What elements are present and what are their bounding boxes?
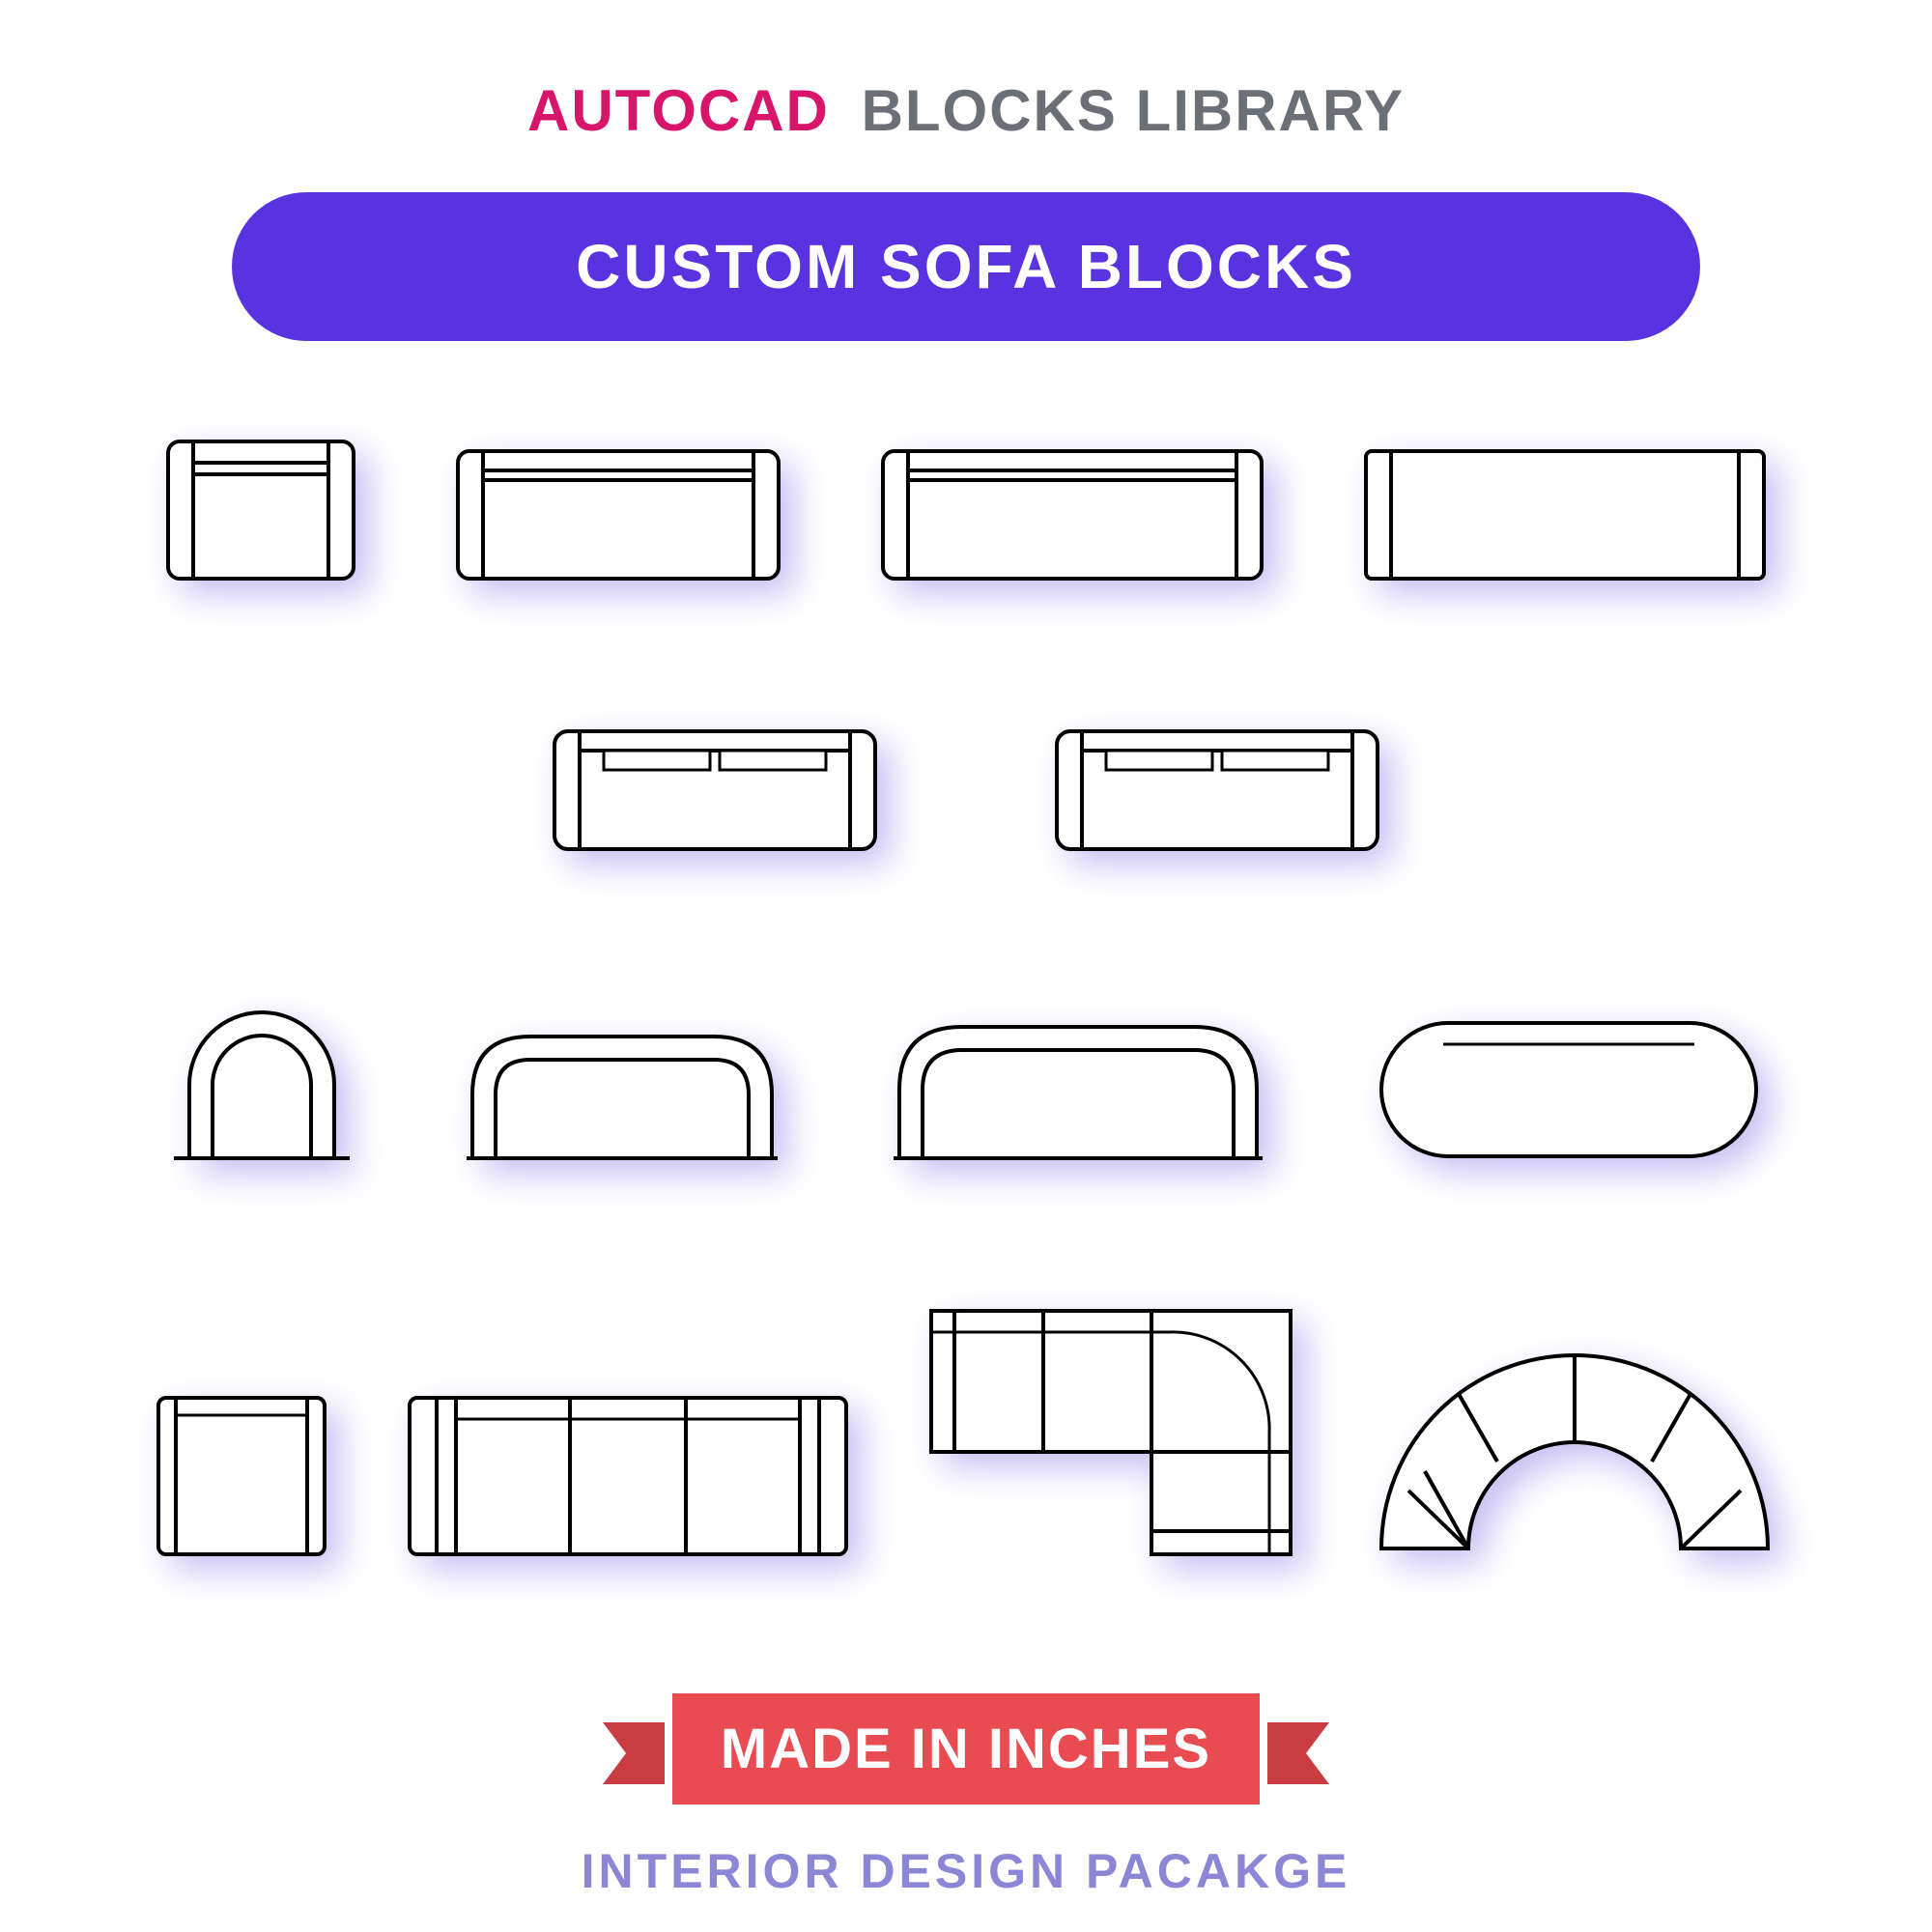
- ribbon-text: MADE IN INCHES: [672, 1693, 1260, 1804]
- sofa-block-cushion-b: [1053, 727, 1381, 853]
- header-accent: AUTOCAD: [527, 78, 830, 143]
- sofa-block-single: [164, 438, 357, 582]
- grid-row-3: [116, 998, 1816, 1162]
- sofa-block-3seat: [879, 447, 1265, 582]
- sofa-block-arch-large: [890, 1017, 1266, 1162]
- ribbon-banner: MADE IN INCHES: [595, 1693, 1337, 1804]
- grid-row-1: [116, 438, 1816, 582]
- sofa-block-loveseat: [454, 447, 782, 582]
- ribbon-left-end: [595, 1711, 672, 1788]
- grid-row-2: [116, 727, 1816, 853]
- category-pill: CUSTOM SOFA BLOCKS: [232, 192, 1700, 341]
- sofa-block-bench: [1362, 447, 1768, 582]
- footer-text: INTERIOR DESIGN PACAKGE: [582, 1843, 1351, 1899]
- sofa-block-ottoman: [155, 1394, 328, 1558]
- ribbon-right-end: [1260, 1711, 1337, 1788]
- grid-row-4: [116, 1307, 1816, 1558]
- header-rest: BLOCKS LIBRARY: [862, 78, 1405, 143]
- sofa-block-curved: [1372, 1336, 1777, 1558]
- sofa-block-arch-chair: [170, 998, 354, 1162]
- page-header: AUTOCAD BLOCKS LIBRARY: [527, 77, 1405, 144]
- sofa-block-arch-medium: [463, 1027, 781, 1162]
- sofa-block-sectional: [406, 1394, 850, 1558]
- blocks-grid: [116, 438, 1816, 1558]
- sofa-block-cushion-a: [551, 727, 879, 853]
- sofa-block-l-shape: [927, 1307, 1294, 1558]
- sofa-block-stadium: [1376, 1017, 1762, 1162]
